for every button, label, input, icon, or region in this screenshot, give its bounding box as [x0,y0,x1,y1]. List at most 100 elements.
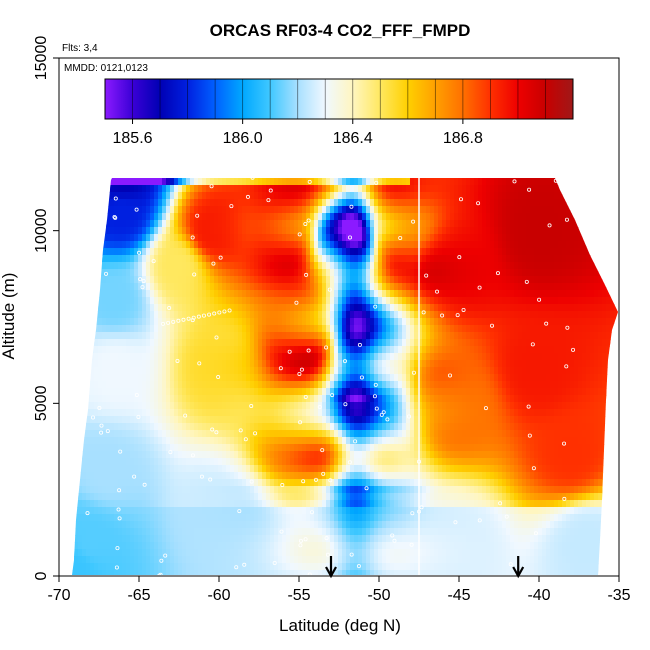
heatmap-cell [358,248,363,256]
heatmap-cell [94,416,99,424]
heatmap-cell [486,402,491,410]
heatmap-cell [306,409,311,417]
heatmap-cell [490,318,495,326]
heatmap-cell [90,423,95,431]
heatmap-cell [290,325,295,333]
heatmap-cell [378,353,383,361]
heatmap-cell [414,290,419,298]
heatmap-cell [110,178,115,186]
heatmap-cell [238,234,243,242]
heatmap-cell [306,360,311,368]
heatmap-cell [510,423,515,431]
heatmap-cell [234,325,239,333]
heatmap-cell [566,227,571,235]
heatmap-cell [514,192,519,200]
heatmap-cell [430,269,435,277]
heatmap-cell [194,374,199,382]
heatmap-cell [194,402,199,410]
heatmap-cell [590,297,595,305]
heatmap-cell [194,262,199,270]
heatmap-cell [402,276,407,284]
heatmap-cell [426,339,431,347]
heatmap-cell [250,374,255,382]
heatmap-cell [538,248,543,256]
heatmap-cell [374,283,379,291]
heatmap-cell [86,178,91,186]
heatmap-cell [402,311,407,319]
heatmap-cell [218,248,223,256]
heatmap-cell [518,339,523,347]
heatmap-cell [74,325,79,333]
heatmap-cell [470,409,475,417]
heatmap-cell [558,416,563,424]
heatmap-cell [430,346,435,354]
heatmap-cell [354,192,359,200]
heatmap-cell [326,353,331,361]
heatmap-cell [434,325,439,333]
heatmap-cell [506,297,511,305]
heatmap-cell [594,276,599,284]
heatmap-cell [394,276,399,284]
heatmap-cell [286,353,291,361]
heatmap-cell [266,395,271,403]
heatmap-cell [166,395,171,403]
heatmap-cell [322,206,327,214]
heatmap-cell [342,409,347,417]
heatmap-cell [362,360,367,368]
heatmap-cell [434,416,439,424]
heatmap-cell [454,346,459,354]
heatmap-cell [266,255,271,263]
heatmap-cell [494,353,499,361]
heatmap-cell [454,269,459,277]
heatmap-cell [282,409,287,417]
heatmap-cell [262,192,267,200]
heatmap-cell [362,304,367,312]
heatmap-cell [342,192,347,200]
heatmap-cell [610,346,615,354]
heatmap-cell [114,227,119,235]
heatmap-cell [130,339,135,347]
heatmap-cell [574,416,579,424]
heatmap-cell [250,220,255,228]
heatmap-cell [270,423,275,431]
heatmap-cell [566,234,571,242]
heatmap-cell [466,199,471,207]
heatmap-cell [578,381,583,389]
heatmap-cell [202,367,207,375]
heatmap-cell [238,423,243,431]
heatmap-cell [362,276,367,284]
heatmap-cell [94,346,99,354]
heatmap-cell [262,395,267,403]
heatmap-cell [310,227,315,235]
heatmap-cell [110,339,115,347]
heatmap-cell [310,367,315,375]
heatmap-cell [434,178,439,186]
heatmap-cell [362,290,367,298]
heatmap-cell [558,213,563,221]
heatmap-cell [610,325,615,333]
heatmap-cell [610,332,615,340]
heatmap-cell [298,283,303,291]
heatmap-cell [434,290,439,298]
heatmap-cell [478,346,483,354]
heatmap-cell [502,304,507,312]
heatmap-cell [394,206,399,214]
heatmap-cell [238,192,243,200]
heatmap-cell [246,276,251,284]
heatmap-cell [502,262,507,270]
heatmap-cell [206,409,211,417]
heatmap-cell [202,409,207,417]
dates-note: MMDD: 0121,0123 [64,63,148,74]
heatmap-cell [362,262,367,270]
heatmap-cell [386,220,391,228]
heatmap-cell [102,381,107,389]
heatmap-cell [78,199,83,207]
heatmap-cell [406,360,411,368]
heatmap-cell [510,311,515,319]
heatmap-cell [418,213,423,221]
heatmap-cell [358,353,363,361]
heatmap-cell [254,416,259,424]
heatmap-cell [586,360,591,368]
heatmap-cell [374,178,379,186]
heatmap-cell [182,269,187,277]
